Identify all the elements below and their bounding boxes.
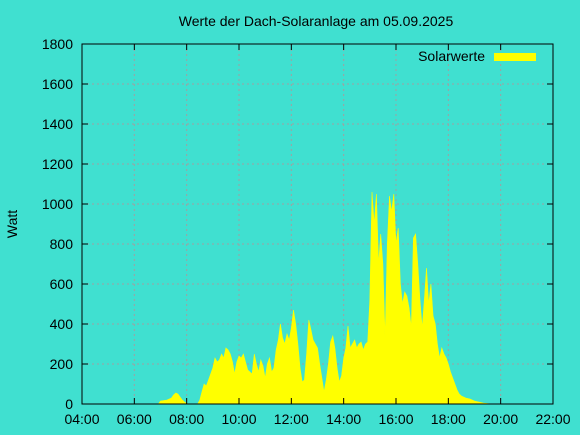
x-tick-label: 20:00: [483, 411, 518, 427]
x-tick-label: 10:00: [221, 411, 256, 427]
series-area: [157, 191, 492, 405]
y-tick-label: 1000: [42, 196, 73, 212]
x-tick-label: 08:00: [169, 411, 204, 427]
x-tick-label: 16:00: [378, 411, 413, 427]
series-area-solarwerte: [157, 191, 492, 405]
x-tick-label: 14:00: [326, 411, 361, 427]
x-tick-label: 04:00: [64, 411, 99, 427]
y-tick-label: 800: [50, 236, 74, 252]
y-axis-label: Watt: [4, 210, 20, 238]
y-tick-label: 600: [50, 276, 74, 292]
grid-lines: [82, 44, 553, 404]
axes: 0 200 400 600 800 1000 1200 1400 1600 1800 04:00 06…: [42, 36, 571, 427]
y-tick-label: 1600: [42, 76, 73, 92]
x-tick-label: 22:00: [535, 411, 570, 427]
y-tick-label: 1800: [42, 36, 73, 52]
legend: Solarwerte: [418, 48, 536, 64]
y-tick-label: 1400: [42, 116, 73, 132]
x-tick-label: 18:00: [431, 411, 466, 427]
legend-label-solarwerte: Solarwerte: [418, 48, 485, 64]
y-tick-label: 1200: [42, 156, 73, 172]
chart-title: Werte der Dach-Solaranlage am 05.09.2025: [179, 13, 454, 29]
y-tick-label: 400: [50, 316, 74, 332]
x-tick-label: 12:00: [274, 411, 309, 427]
plot-frame: [81, 43, 554, 405]
y-tick-label: 200: [50, 356, 74, 372]
x-tick-label: 06:00: [117, 411, 152, 427]
legend-swatch-solarwerte: [494, 53, 536, 61]
y-tick-label: 0: [65, 396, 73, 412]
